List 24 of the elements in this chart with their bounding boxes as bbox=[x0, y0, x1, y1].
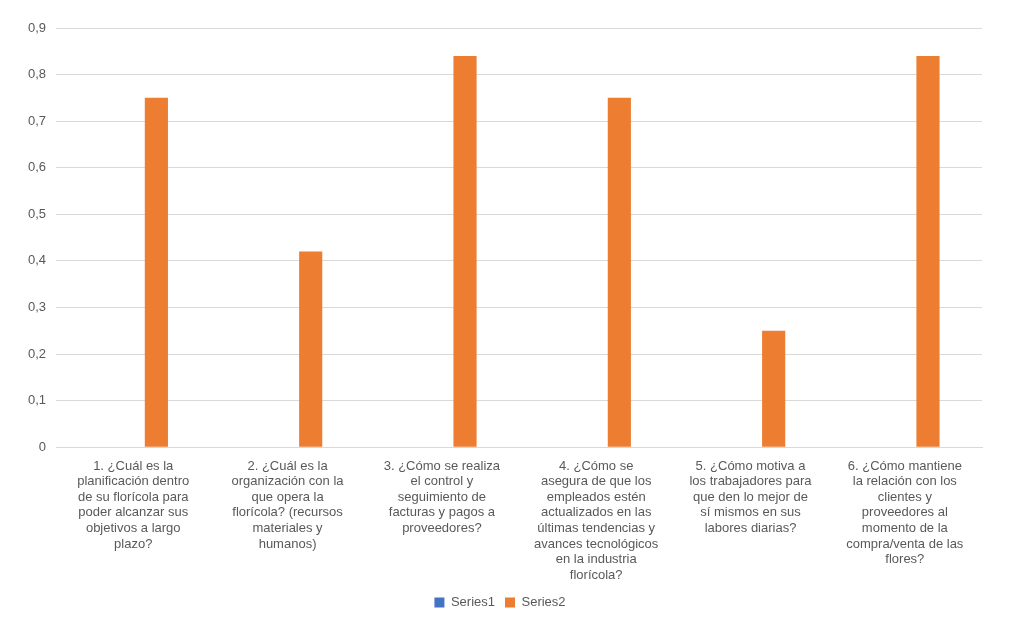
y-tick-label: 0,4 bbox=[27, 252, 47, 268]
bar bbox=[916, 55, 940, 447]
bar bbox=[144, 97, 168, 447]
y-tick-label: 0,2 bbox=[27, 345, 47, 361]
y-tick-label: 0,3 bbox=[27, 299, 47, 315]
bar bbox=[453, 55, 477, 447]
legend-label: Series1 bbox=[450, 594, 495, 610]
bar bbox=[762, 330, 786, 447]
x-tick-label: 5. ¿Cómo motiva a los trabajadores para que den lo mejor de sí mismos en sus labores diarias? bbox=[689, 457, 813, 535]
x-tick-label: 3. ¿Cómo se realiza el control y seguimiento de facturas y pagos a proveedores? bbox=[383, 457, 501, 535]
y-tick-label: 0,6 bbox=[27, 159, 47, 175]
y-tick-label: 0,5 bbox=[27, 205, 47, 221]
x-tick-label: 6. ¿Cómo mantiene la relación con los clientes y proveedores al momento de la compra/venta de las flores? bbox=[846, 457, 964, 567]
y-tick-label: 0 bbox=[38, 438, 47, 454]
y-tick-label: 0,7 bbox=[27, 112, 47, 128]
y-tick-label: 0,9 bbox=[27, 19, 47, 35]
bar bbox=[607, 97, 631, 447]
y-tick-label: 0,8 bbox=[27, 66, 47, 82]
x-tick-label: 2. ¿Cuál es la organización con la que opera la florícola? (recursos materiales y humanos) bbox=[231, 457, 345, 551]
x-tick-label: 1. ¿Cuál es la planificación dentro de su florícola para poder alcanzar sus objetivos a largo plazo? bbox=[77, 457, 190, 551]
legend-label: Series2 bbox=[521, 594, 566, 610]
bar bbox=[299, 251, 323, 447]
x-tick-label: 4. ¿Cómo se asegura de que los empleados estén actualizados en las últimas tendencias y avances tecnológicos en la industria florícola? bbox=[534, 457, 659, 582]
y-tick-label: 0,1 bbox=[27, 392, 47, 408]
